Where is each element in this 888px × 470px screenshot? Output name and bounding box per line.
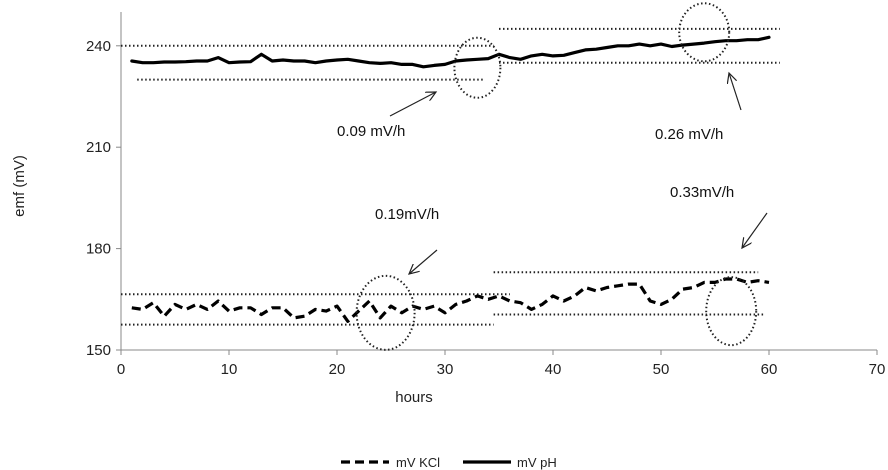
y-tick-label: 210 [86,139,111,156]
x-tick-label: 30 [437,361,454,378]
y-tick-label: 240 [86,38,111,55]
y-tick-label: 180 [86,241,111,258]
series-line-mv-ph [130,35,771,69]
annotations: 0.09 mV/h 0.26 mV/h 0.19mV/h 0.33mV/h [337,2,768,351]
highlight-circle [678,2,731,63]
x-tick-label: 70 [869,361,886,378]
x-tick-label: 40 [545,361,562,378]
annotation-arrow [729,73,742,111]
annotation-arrow [742,212,768,248]
x-tick-label: 10 [221,361,238,378]
x-tick-label: 50 [653,361,670,378]
legend-label: mV KCl [396,455,440,470]
trend-guides [121,27,780,326]
x-tick-label: 20 [329,361,346,378]
y-axis-title: emf (mV) [11,155,28,217]
x-tick-label: 60 [761,361,778,378]
legend: mV KCl mV pH [341,455,557,470]
annotation-arrow [389,92,436,117]
y-tick-label: 150 [86,342,111,359]
annotation-label: 0.09 mV/h [337,123,405,140]
axes: 150 180 210 240 0 10 20 30 40 50 60 70 [86,12,885,378]
highlight-circle [453,36,502,99]
highlight-circle [705,276,758,347]
annotation-label: 0.33mV/h [670,184,734,201]
annotation-arrow [409,249,438,274]
legend-label: mV pH [517,455,557,470]
annotation-label: 0.19mV/h [375,206,439,223]
x-axis-title: hours [395,389,433,406]
series-line-mv-kcl [131,277,770,323]
highlight-circle [355,274,416,351]
x-tick-label: 0 [117,361,125,378]
annotation-label: 0.26 mV/h [655,126,723,143]
series [130,35,771,323]
